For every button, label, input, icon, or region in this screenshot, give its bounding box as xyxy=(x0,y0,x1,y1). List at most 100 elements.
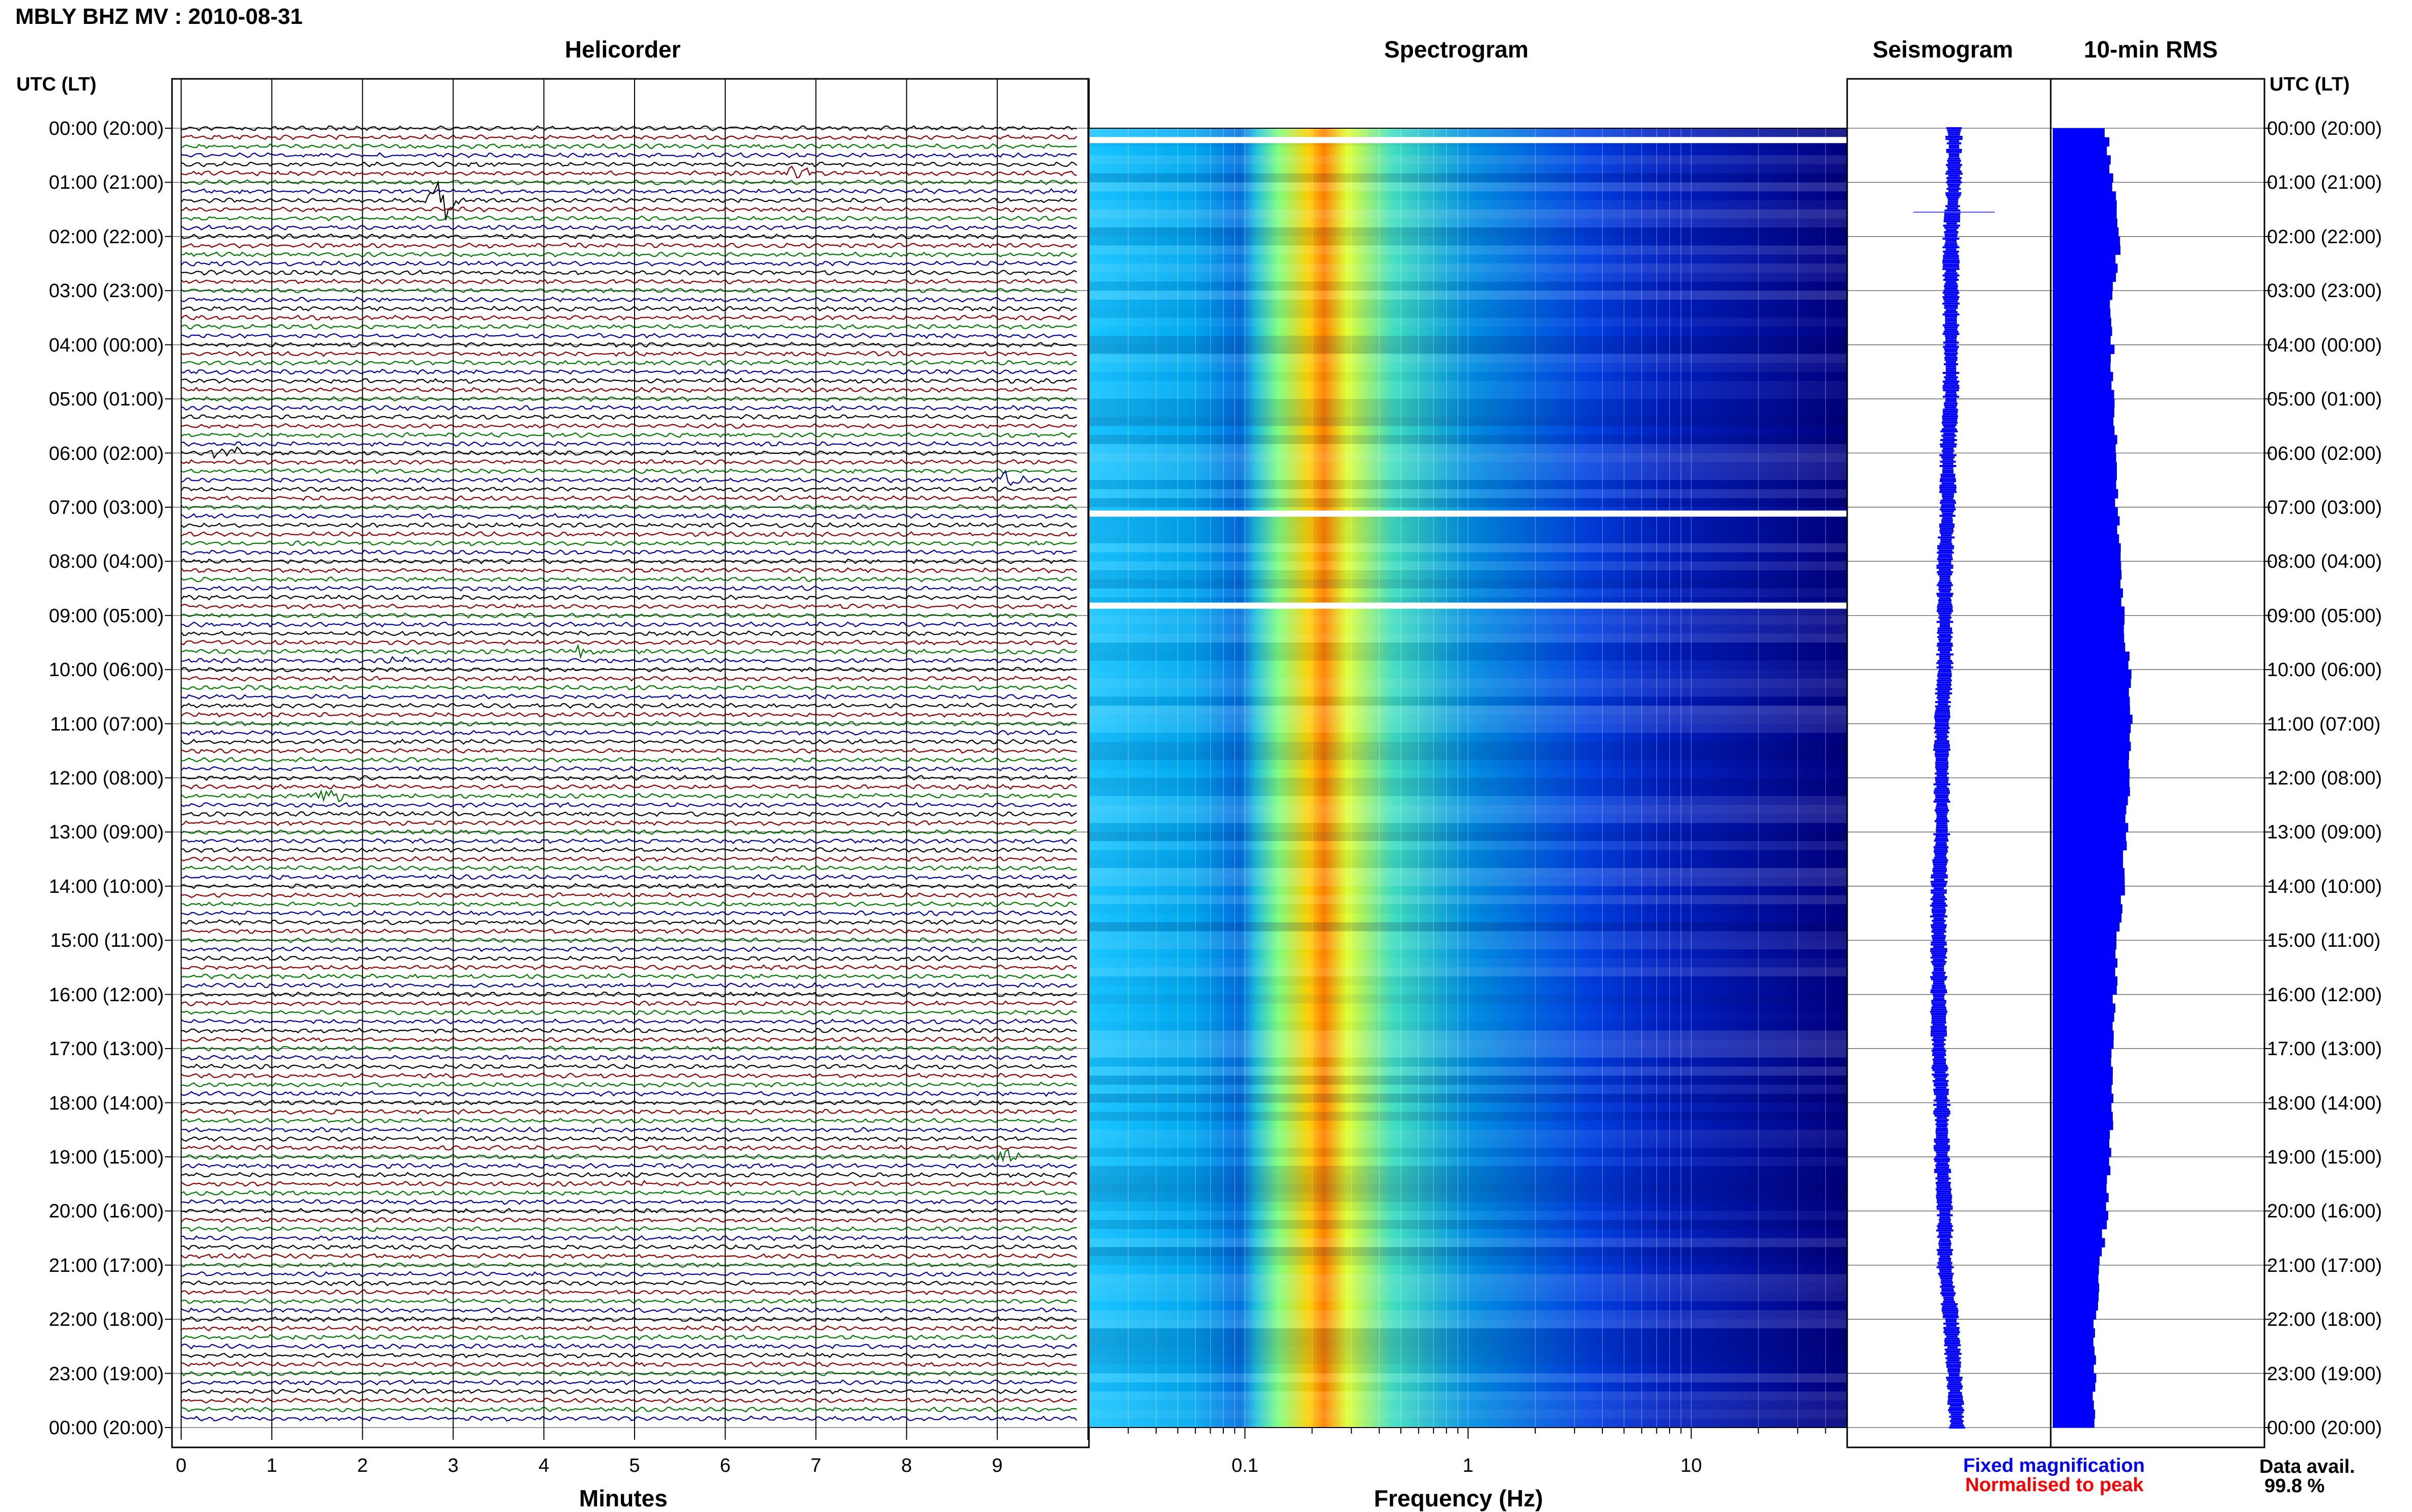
helicorder-trace xyxy=(181,134,1077,140)
spectrogram-row-texture xyxy=(1089,579,1847,589)
spectrogram-row-texture xyxy=(1089,317,1847,327)
rms-bar xyxy=(2053,1030,2114,1040)
rms-bar xyxy=(2053,1003,2116,1013)
rms-bar xyxy=(2053,1364,2094,1374)
rms-bar xyxy=(2053,922,2120,932)
time-tick-label-right: 07:00 (03:00) xyxy=(2267,497,2382,518)
spectrogram-row-texture xyxy=(1089,660,1847,670)
spectrogram-row-texture xyxy=(1089,1292,1847,1301)
helicorder-trace xyxy=(181,522,1077,529)
rms-bar xyxy=(2053,931,2117,941)
spectrogram-row-texture xyxy=(1089,399,1847,408)
spectrogram-row-texture xyxy=(1089,435,1847,444)
spectrogram-row-texture xyxy=(1089,588,1847,598)
rms-bar xyxy=(2053,570,2122,580)
rms-bar xyxy=(2053,823,2129,833)
rms-bar xyxy=(2053,471,2117,481)
time-tick-label-right: 15:00 (11:00) xyxy=(2267,930,2381,952)
spectrogram-row-texture xyxy=(1089,1148,1847,1157)
rms-bar xyxy=(2053,264,2118,273)
helicorder-trace xyxy=(181,757,1077,763)
helicorder-trace xyxy=(181,919,1077,926)
helicorder-trace xyxy=(181,901,1077,907)
spectrogram-row-texture xyxy=(1089,480,1847,489)
rms-bar xyxy=(2053,1301,2098,1311)
helicorder-trace xyxy=(181,314,1077,321)
spectrogram-row-texture xyxy=(1089,1382,1847,1392)
spectrogram-row-texture xyxy=(1089,832,1847,841)
helicorder-trace xyxy=(181,693,1077,700)
spectrogram-row-texture xyxy=(1089,1391,1847,1401)
helicorder-trace xyxy=(181,811,1077,817)
minute-tick-label: 3 xyxy=(448,1455,459,1476)
rms-bar xyxy=(2053,525,2117,535)
spectrogram-row-texture xyxy=(1089,1346,1847,1356)
spectrogram-row-texture xyxy=(1089,200,1847,210)
spectrogram-row-texture xyxy=(1089,1211,1847,1220)
rms-bar xyxy=(2053,236,2120,246)
helicorder-trace xyxy=(181,747,1077,754)
helicorder-trace xyxy=(181,656,1077,664)
minute-tick-label: 1 xyxy=(266,1455,277,1476)
spectrogram-row-texture xyxy=(1089,1057,1847,1067)
time-tick-label-right: 02:00 (22:00) xyxy=(2267,226,2382,248)
helicorder-trace xyxy=(181,1136,1077,1142)
spectrogram-row-texture xyxy=(1089,994,1847,1004)
helicorder-trace xyxy=(181,1343,1077,1350)
helicorder-trace xyxy=(181,829,1077,835)
rms-bar xyxy=(2053,967,2115,977)
helicorder-trace xyxy=(181,368,1077,375)
rms-bar xyxy=(2053,200,2117,210)
rms-bar xyxy=(2053,399,2115,409)
rms-bar xyxy=(2053,994,2113,1004)
spectrogram-row-texture xyxy=(1089,354,1847,363)
rms-bar xyxy=(2053,606,2125,616)
rms-bar xyxy=(2053,651,2130,661)
helicorder-trace xyxy=(181,874,1077,881)
rms-bar xyxy=(2053,498,2115,508)
helicorder-trace xyxy=(181,567,1077,574)
time-tick-label-left: 21:00 (17:00) xyxy=(48,1255,164,1276)
time-tick-label-left: 00:00 (20:00) xyxy=(48,118,164,139)
spectrogram-row-texture xyxy=(1089,308,1847,318)
rms-bar xyxy=(2053,687,2129,697)
rms-bar xyxy=(2053,1373,2097,1383)
helicorder-trace xyxy=(181,964,1077,971)
helicorder-trace xyxy=(181,278,1077,285)
rms-bar xyxy=(2053,371,2113,382)
rms-frame xyxy=(2050,78,2265,1448)
helicorder-trace xyxy=(181,712,1077,718)
spectrogram-row-texture xyxy=(1089,1184,1847,1193)
spectrogram-row-texture xyxy=(1089,714,1847,724)
spectrogram-row-texture xyxy=(1089,290,1847,300)
rms-bar xyxy=(2053,155,2111,165)
helicorder-trace xyxy=(181,789,1077,803)
spectrogram-row-texture xyxy=(1089,796,1847,805)
rms-bar xyxy=(2053,615,2125,625)
spectrogram-row-texture xyxy=(1089,733,1847,742)
seismogram-title: Seismogram xyxy=(1873,36,2014,63)
rms-bar xyxy=(2053,913,2122,923)
rms-bar xyxy=(2053,363,2111,372)
data-availability-label: Data avail. xyxy=(2259,1456,2355,1477)
spectrogram-row-texture xyxy=(1089,778,1847,787)
spectrogram-row-texture xyxy=(1089,1039,1847,1049)
helicorder-trace xyxy=(181,459,1077,465)
rms-bar xyxy=(2053,128,2105,138)
helicorder-trace xyxy=(181,1063,1077,1070)
spectrogram-row-texture xyxy=(1089,723,1847,733)
helicorder-trace xyxy=(181,387,1077,393)
spectrogram-row-texture xyxy=(1089,1202,1847,1211)
helicorder-trace xyxy=(181,1000,1077,1007)
spectrogram-row-texture xyxy=(1089,1156,1847,1166)
minute-tick-label: 6 xyxy=(720,1455,731,1476)
spectrogram-row-texture xyxy=(1089,1220,1847,1229)
helicorder-trace xyxy=(181,766,1077,772)
rms-bar xyxy=(2053,1066,2113,1076)
frequency-axis-label: Frequency (Hz) xyxy=(1374,1485,1543,1511)
page-title: MBLY BHZ MV : 2010-08-31 xyxy=(15,4,303,29)
helicorder-trace xyxy=(181,973,1077,980)
spectrogram-row-texture xyxy=(1089,182,1847,192)
minute-tick-label: 2 xyxy=(357,1455,368,1476)
time-tick-label-right: 12:00 (08:00) xyxy=(2267,768,2382,789)
